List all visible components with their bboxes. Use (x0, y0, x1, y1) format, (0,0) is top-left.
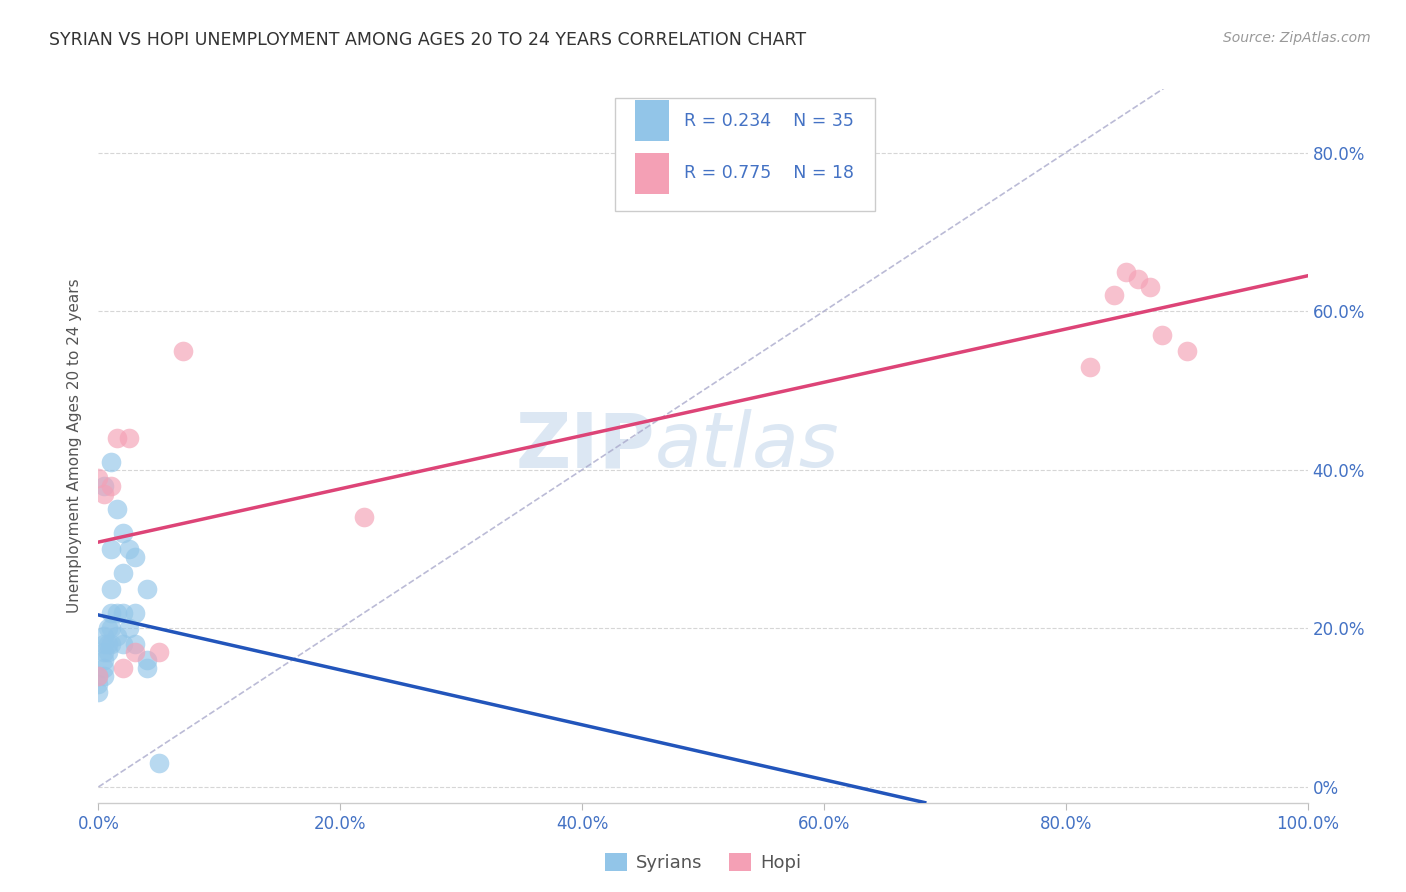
Point (100, 478, 122, 492)
Text: SYRIAN VS HOPI UNEMPLOYMENT AMONG AGES 20 TO 24 YEARS CORRELATION CHART: SYRIAN VS HOPI UNEMPLOYMENT AMONG AGES 2… (49, 31, 806, 49)
Point (1175, 343, 1198, 358)
FancyBboxPatch shape (614, 98, 875, 211)
Point (1102, 288, 1125, 302)
Text: R = 0.234    N = 35: R = 0.234 N = 35 (683, 112, 853, 129)
Point (93, 645, 115, 659)
Point (93, 637, 115, 651)
Point (172, 343, 194, 358)
Point (124, 645, 146, 659)
Point (93, 486, 115, 500)
Point (100, 621, 122, 635)
FancyBboxPatch shape (636, 153, 669, 194)
Point (97, 645, 120, 659)
Point (111, 526, 134, 541)
Point (93, 629, 115, 643)
Point (93, 669, 115, 683)
Point (118, 542, 141, 557)
Point (148, 756, 170, 771)
Y-axis label: Unemployment Among Ages 20 to 24 years: Unemployment Among Ages 20 to 24 years (67, 278, 83, 614)
Point (105, 629, 128, 643)
FancyBboxPatch shape (636, 100, 669, 141)
Point (1128, 272, 1150, 286)
Point (124, 637, 146, 651)
Text: atlas: atlas (655, 409, 839, 483)
Point (135, 661, 157, 675)
Point (135, 582, 157, 596)
Point (87, 669, 110, 683)
Point (148, 645, 170, 659)
Point (124, 549, 146, 564)
Point (118, 431, 141, 445)
Point (353, 510, 375, 524)
Point (100, 582, 122, 596)
Point (111, 661, 134, 675)
Point (87, 669, 110, 683)
Point (105, 431, 128, 445)
Point (118, 621, 141, 635)
Point (93, 478, 115, 492)
Point (100, 606, 122, 620)
Point (100, 542, 122, 557)
Point (105, 502, 128, 516)
Point (124, 606, 146, 620)
Point (87, 471, 110, 485)
Legend: Syrians, Hopi: Syrians, Hopi (598, 846, 808, 880)
Point (111, 606, 134, 620)
Point (1139, 280, 1161, 294)
Point (1078, 359, 1101, 374)
Point (87, 677, 110, 691)
Text: ZIP: ZIP (515, 409, 655, 483)
Point (111, 637, 134, 651)
Point (1115, 264, 1137, 278)
Text: R = 0.775    N = 18: R = 0.775 N = 18 (683, 164, 853, 182)
Point (111, 566, 134, 580)
Point (135, 653, 157, 667)
Point (87, 685, 110, 699)
Point (100, 455, 122, 469)
Point (97, 637, 120, 651)
Text: Source: ZipAtlas.com: Source: ZipAtlas.com (1223, 31, 1371, 45)
Point (1152, 328, 1174, 343)
Point (93, 653, 115, 667)
Point (93, 661, 115, 675)
Point (105, 606, 128, 620)
Point (100, 637, 122, 651)
Point (97, 621, 120, 635)
